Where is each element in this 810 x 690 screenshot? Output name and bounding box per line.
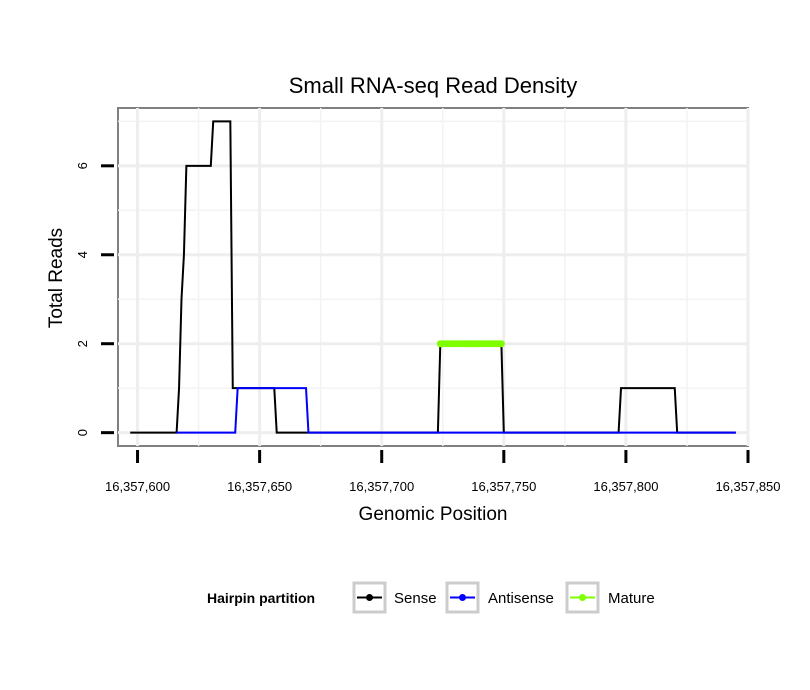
y-axis: 0 2 4 6	[75, 162, 114, 436]
legend-label-mature: Mature	[608, 590, 655, 607]
y-tick-label: 4	[75, 251, 90, 258]
y-axis-label: Total Reads	[46, 228, 67, 328]
x-axis: 16,357,600 16,357,650 16,357,700 16,357,750…	[105, 450, 781, 494]
legend-label-antisense: Antisense	[488, 590, 554, 607]
legend: Hairpin partition Sense Antisense Mature	[207, 581, 655, 614]
x-axis-label: Genomic Position	[359, 504, 508, 525]
plot-panel	[117, 107, 749, 447]
plot-panel-border	[117, 107, 749, 447]
x-tick-label: 16,357,800	[593, 479, 658, 494]
x-tick-label: 16,357,850	[715, 479, 780, 494]
y-tick-label: 0	[75, 429, 90, 436]
series-line-antisense	[176, 387, 736, 434]
legend-key-point-sense	[366, 594, 373, 601]
legend-entries: Sense Antisense Mature	[352, 581, 655, 614]
x-tick-label: 16,357,750	[471, 479, 536, 494]
series-point-mature	[497, 340, 505, 348]
series-layer	[130, 120, 736, 434]
grid-lines	[118, 108, 750, 446]
legend-key-point-mature	[579, 594, 586, 601]
legend-label-sense: Sense	[394, 590, 437, 607]
x-tick-label: 16,357,600	[105, 479, 170, 494]
legend-key-point-antisense	[459, 594, 466, 601]
y-tick-label: 2	[75, 340, 90, 347]
chart-title: Small RNA-seq Read Density	[289, 73, 578, 98]
y-tick-label: 6	[75, 162, 90, 169]
legend-title: Hairpin partition	[207, 590, 315, 606]
x-tick-label: 16,357,700	[349, 479, 414, 494]
x-tick-label: 16,357,650	[227, 479, 292, 494]
